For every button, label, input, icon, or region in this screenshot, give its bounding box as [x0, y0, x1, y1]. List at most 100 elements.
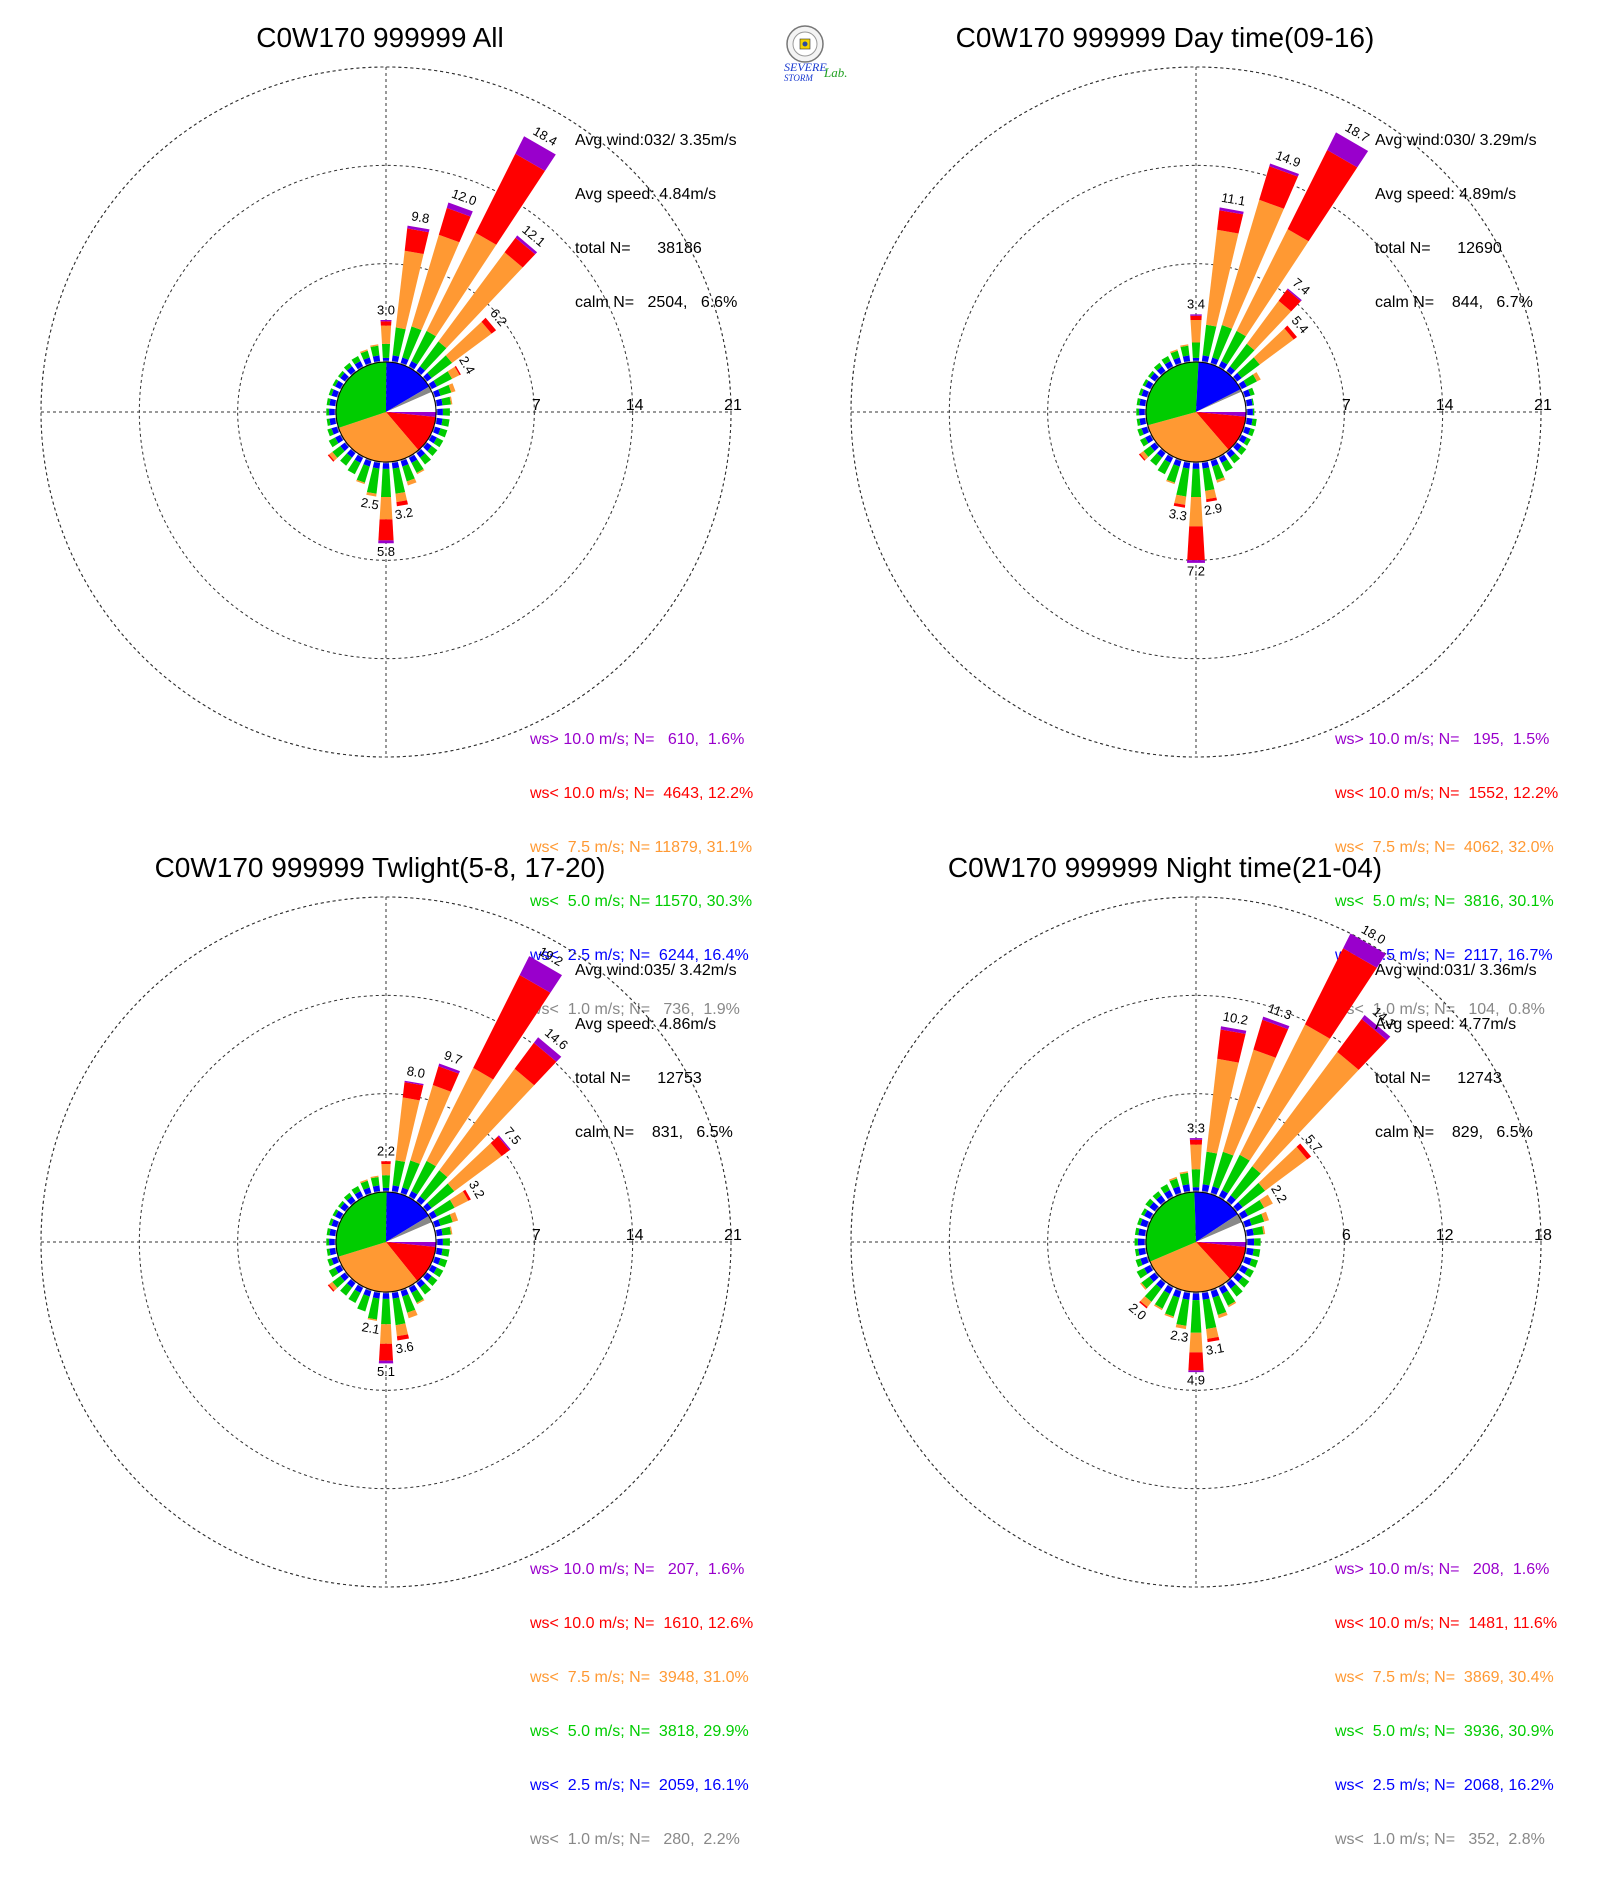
petal-segment: [1259, 1194, 1273, 1208]
petal-segment: [395, 250, 424, 330]
petal-segment: [360, 1179, 368, 1184]
petal-label: 2.1: [361, 1319, 381, 1337]
petal-segment: [391, 462, 400, 469]
pie-slice: [386, 391, 436, 412]
petal-dir-20: 11.3: [1210, 1000, 1294, 1197]
petal-segment: [380, 320, 392, 322]
petal-segment: [1222, 1154, 1250, 1194]
petal-segment: [335, 435, 344, 444]
legend-entry-lt1: ws< 1.0 m/s; N= 352, 2.8%: [1335, 1831, 1545, 1848]
petal-segment: [428, 435, 437, 444]
petal-dir-320: [343, 362, 357, 376]
petal-segment: [442, 1238, 450, 1246]
petal-label: 5.8: [377, 544, 395, 559]
petal-segment: [1258, 1146, 1308, 1191]
pie-slice: [386, 1216, 432, 1242]
petal-segment: [1218, 1195, 1225, 1201]
petal-segment: [423, 372, 432, 382]
petal-label: 3.1: [1205, 1340, 1225, 1358]
petal-segment: [350, 1278, 357, 1284]
petal-segment: [1227, 1301, 1237, 1308]
petal-segment: [438, 1258, 448, 1268]
petal-dir-20: 9.7: [400, 1047, 464, 1197]
petal-segment: [462, 1189, 471, 1201]
petal-segment: [1230, 1284, 1243, 1297]
petal-segment: [1230, 453, 1240, 464]
petal-segment: [415, 448, 422, 454]
calm-count: calm N= 829, 6.5%: [1375, 1124, 1533, 1141]
petal-segment: [327, 1258, 334, 1267]
petal-segment: [346, 1196, 356, 1205]
petal-segment: [392, 467, 406, 494]
petal-segment: [1217, 1312, 1228, 1319]
petal-segment: [1154, 1271, 1160, 1278]
petal-segment: [1262, 1225, 1266, 1235]
petal-segment: [1210, 459, 1219, 467]
petal-segment: [1239, 1024, 1330, 1161]
petal-dir-120: [427, 1264, 444, 1278]
petal-segment: [380, 321, 392, 326]
stats-box: Avg wind:030/ 3.29m/s Avg speed: 4.89m/s…: [1375, 96, 1537, 348]
petal-dir-270: [1136, 408, 1147, 416]
petal-segment: [1207, 1336, 1220, 1343]
petal-dir-340: [360, 1179, 372, 1197]
petal-segment: [1259, 166, 1298, 209]
petal-segment: [1201, 355, 1210, 362]
petal-segment: [422, 441, 428, 448]
petal-segment: [1189, 497, 1203, 527]
petal-segment: [1225, 370, 1232, 376]
pie-slice: [1196, 362, 1241, 412]
petal-segment: [326, 1228, 331, 1236]
windrose-panel-all: 7 14 21 3.0 9.8 12.0 18.4 12.1 6.2 2.4 3.2 5.8 2.5 C…: [0, 0, 810, 1018]
petal-segment: [1141, 426, 1149, 435]
pie-outline: [1145, 1191, 1247, 1293]
petal-segment: [1225, 1278, 1232, 1284]
petal-segment: [1144, 1210, 1153, 1219]
petal-segment: [1167, 1283, 1174, 1289]
legend-entry-lt2_5: ws< 2.5 m/s; N= 2068, 16.2%: [1335, 1777, 1554, 1794]
petal-segment: [415, 370, 422, 376]
petal-dir-320: [1153, 362, 1167, 376]
petal-segment: [372, 355, 381, 362]
petal-label: 3.0: [377, 302, 395, 317]
petal-segment: [1248, 387, 1255, 396]
petal-segment: [1253, 1019, 1289, 1058]
petal-segment: [436, 1247, 443, 1256]
petal-segment: [380, 1324, 392, 1344]
total-count: total N= 12743: [1375, 1070, 1502, 1087]
petal-segment: [1243, 426, 1251, 435]
petal-segment: [1239, 1210, 1248, 1219]
legend-entry-lt5: ws< 5.0 m/s; N= 3818, 29.9%: [530, 1723, 749, 1740]
petal-segment: [1238, 380, 1247, 389]
petal-dir-140: [1225, 448, 1240, 464]
petal-dir-130: [422, 441, 438, 456]
petal-segment: [1179, 1171, 1188, 1175]
petal-dir-230: [327, 1271, 350, 1292]
petal-segment: [422, 376, 428, 383]
petal-segment: [1160, 1278, 1167, 1284]
petal-segment: [1139, 408, 1145, 416]
petal-segment: [448, 383, 456, 393]
petal-segment: [475, 153, 545, 245]
petal-segment: [423, 442, 432, 452]
calm-count: calm N= 2504, 6.6%: [575, 294, 738, 311]
petal-segment: [382, 1187, 390, 1191]
petal-segment: [1157, 459, 1171, 475]
legend-entry-lt5: ws< 5.0 m/s; N= 3816, 30.1%: [1335, 893, 1554, 910]
petal-segment: [481, 317, 497, 334]
petal-dir-110: [431, 426, 448, 438]
petal-segment: [402, 1294, 416, 1313]
petal-dir-310: [1145, 1198, 1160, 1213]
petal-dir-180: 5.1: [377, 1291, 395, 1379]
petal-segment: [433, 426, 441, 435]
pie-slice: [386, 412, 436, 417]
stats-box: Avg wind:035/ 3.42m/s Avg speed: 4.86m/s…: [575, 926, 737, 1178]
petal-label: 5.1: [377, 1364, 395, 1379]
ring-label: 6: [1342, 1227, 1351, 1244]
petal-segment: [427, 1183, 455, 1208]
petal-segment: [438, 252, 523, 349]
petal-segment: [326, 418, 331, 426]
petal-dir-200: [1166, 457, 1182, 485]
petal-segment: [1327, 132, 1369, 168]
petal-dir-70: [431, 1212, 459, 1228]
